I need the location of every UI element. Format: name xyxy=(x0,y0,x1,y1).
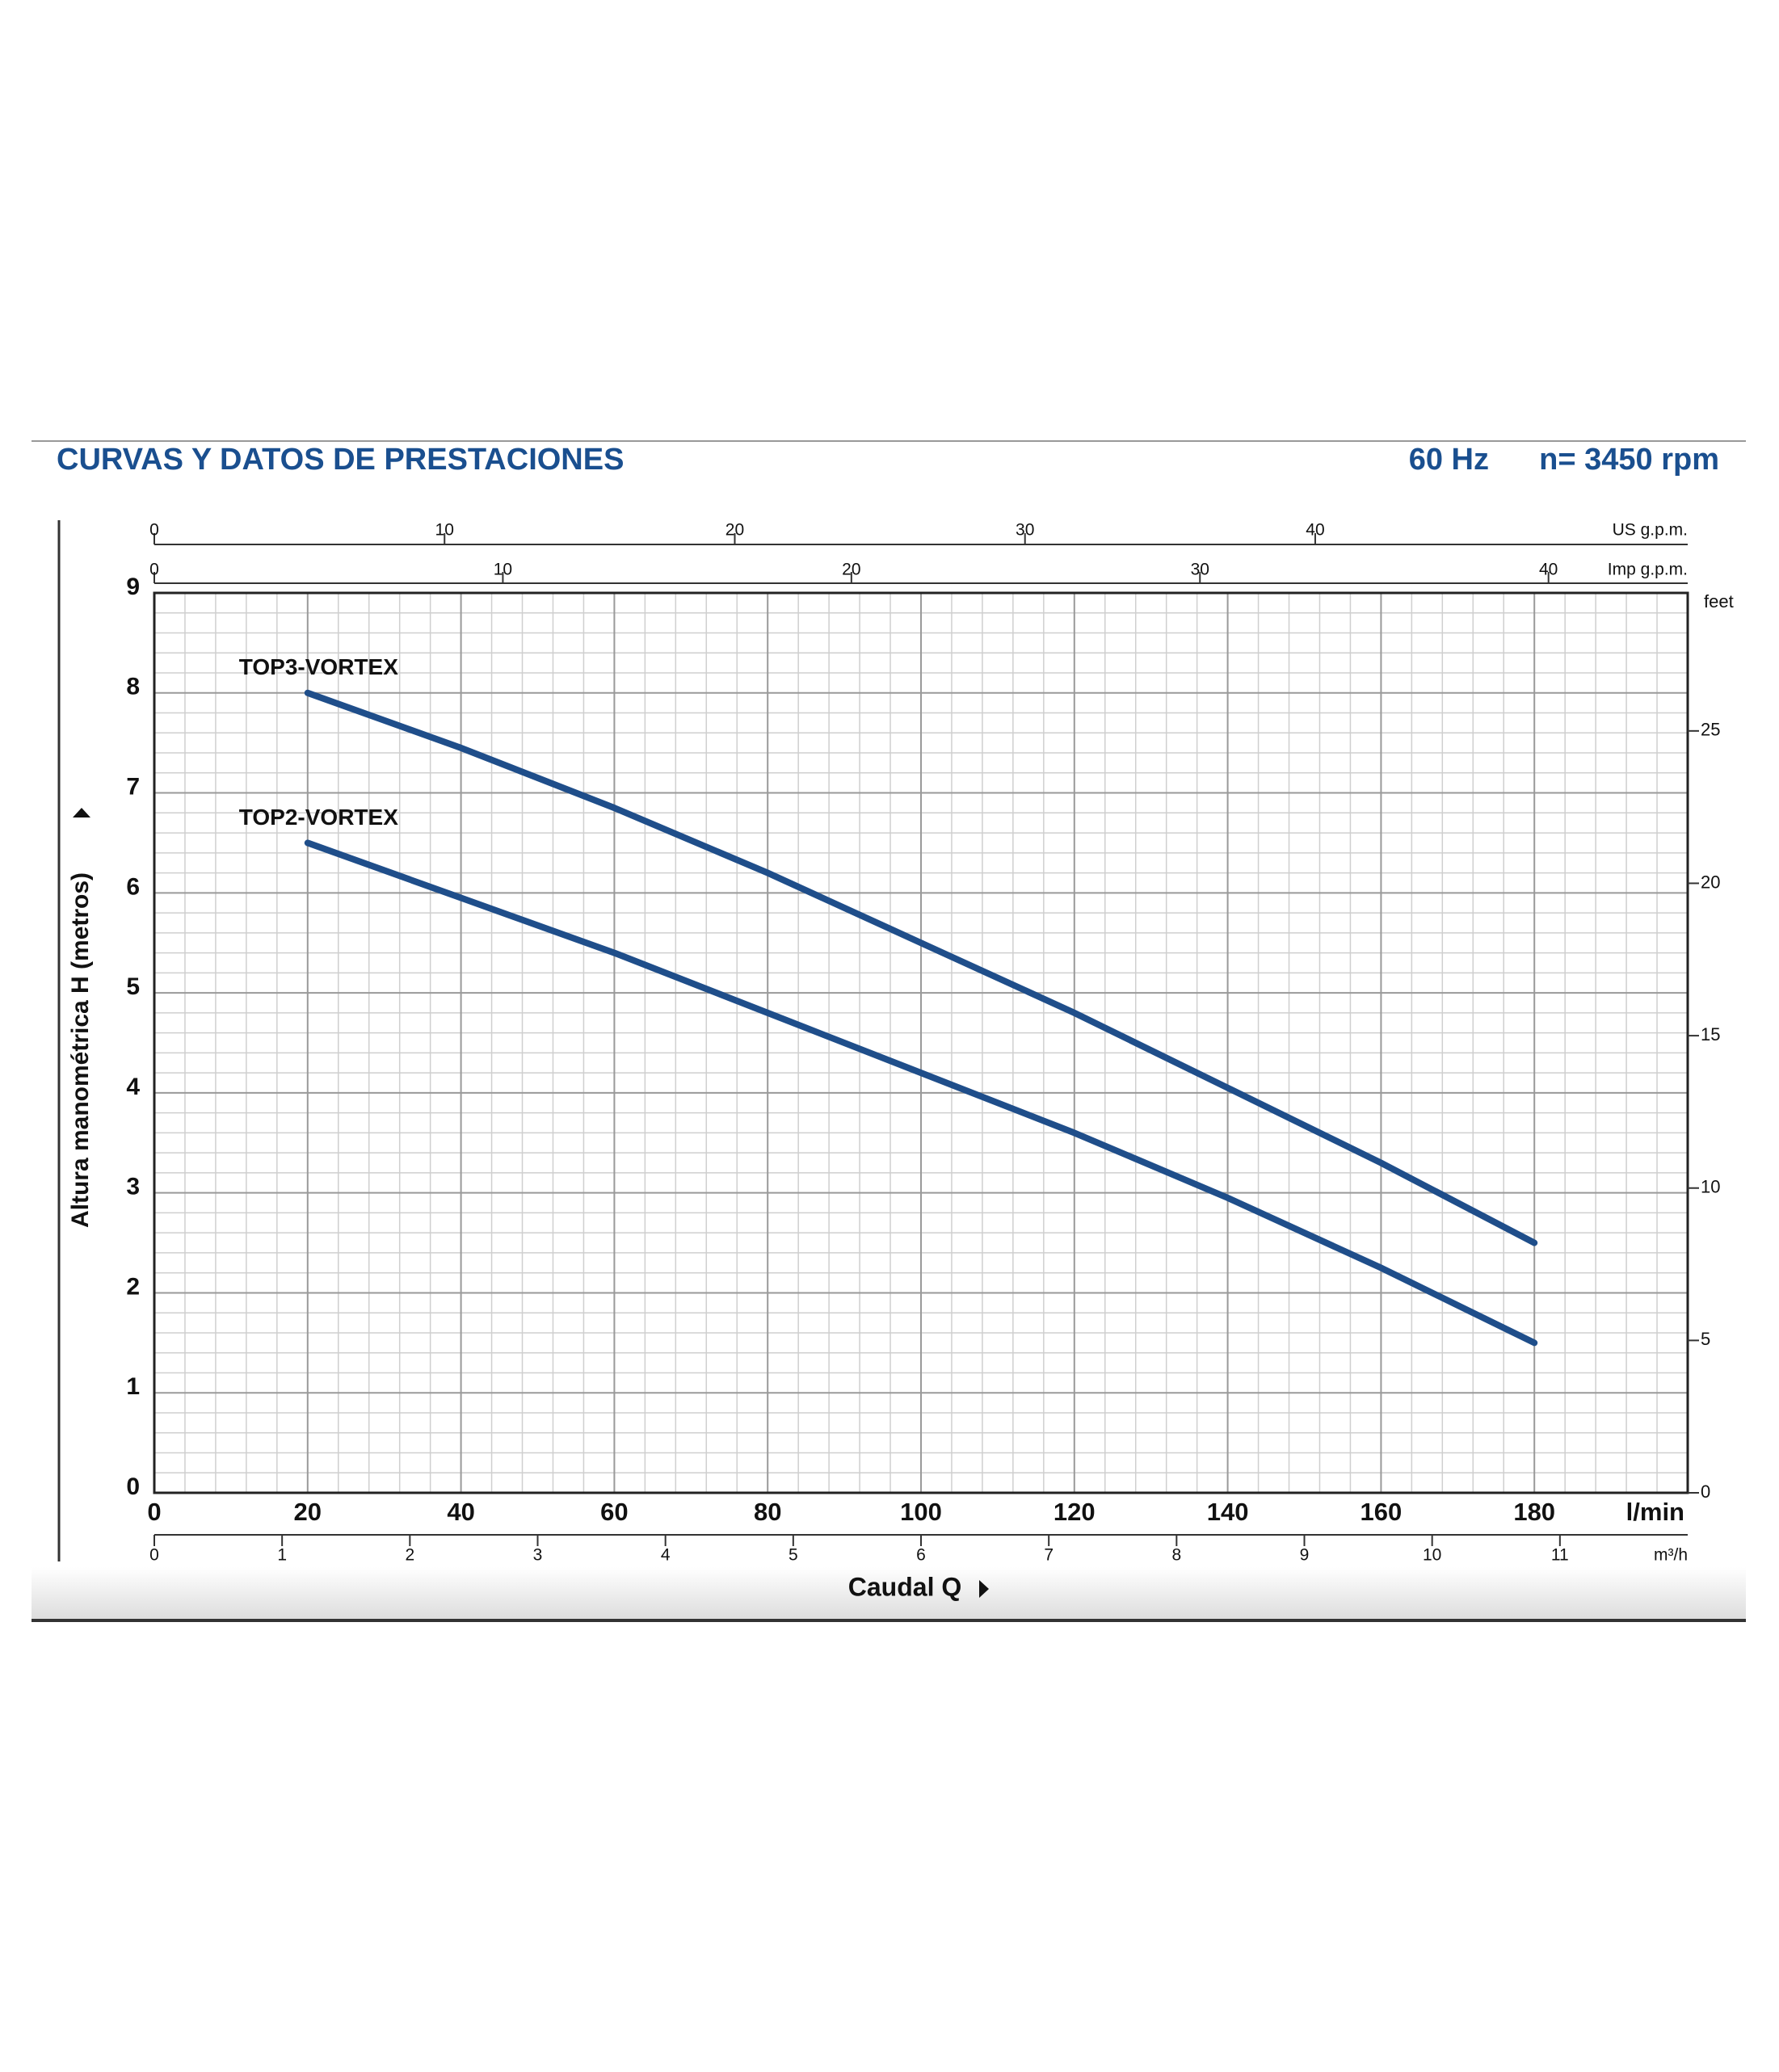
bottom-band xyxy=(32,1567,1746,1620)
secondary-axis-label: m³/h xyxy=(1654,1546,1688,1565)
secondary-tick-label: 40 xyxy=(1306,521,1324,540)
secondary-tick-label: 20 xyxy=(725,521,744,540)
frequency: 60 Hz xyxy=(1409,443,1489,477)
feet-tick-label: 15 xyxy=(1701,1024,1720,1044)
secondary-tick-label: 20 xyxy=(842,561,860,579)
y-tick-label: 5 xyxy=(126,973,140,1000)
series-label: TOP3-VORTEX xyxy=(239,654,398,679)
feet-tick-label: 0 xyxy=(1701,1482,1710,1502)
secondary-tick-label: 0 xyxy=(149,1546,159,1565)
y-arrow xyxy=(73,808,90,817)
feet-tick-label: 5 xyxy=(1701,1329,1710,1349)
feet-tick-label: 10 xyxy=(1701,1177,1720,1197)
y-tick-label: 9 xyxy=(126,574,140,600)
secondary-tick-label: 5 xyxy=(789,1546,798,1565)
y-tick-label: 1 xyxy=(126,1373,140,1400)
chart-title: CURVAS Y DATOS DE PRESTACIONES xyxy=(57,443,624,477)
y-tick-label: 0 xyxy=(126,1473,140,1500)
secondary-axis-label: US g.p.m. xyxy=(1613,521,1688,540)
series-label: TOP2-VORTEX xyxy=(239,805,398,830)
secondary-tick-label: 4 xyxy=(661,1546,671,1565)
secondary-tick-label: 10 xyxy=(494,561,512,579)
secondary-tick-label: 7 xyxy=(1044,1546,1054,1565)
y-tick-label: 3 xyxy=(126,1174,140,1200)
feet-label: feet xyxy=(1704,591,1734,612)
secondary-axis-label: Imp g.p.m. xyxy=(1608,561,1688,579)
secondary-tick-label: 8 xyxy=(1171,1546,1181,1565)
series-line xyxy=(304,689,1538,1246)
x-tick-label: 20 xyxy=(294,1498,322,1526)
x-arrow xyxy=(979,1580,989,1598)
secondary-tick-label: 9 xyxy=(1300,1546,1310,1565)
secondary-tick-label: 6 xyxy=(916,1546,926,1565)
x-axis-label: Caudal Q xyxy=(848,1572,961,1601)
x-tick-label: 100 xyxy=(900,1498,942,1526)
x-tick-label: 180 xyxy=(1513,1498,1555,1526)
y-tick-label: 6 xyxy=(126,873,140,900)
feet-tick-label: 25 xyxy=(1701,720,1720,740)
x-tick-label: 120 xyxy=(1054,1498,1096,1526)
y-axis-label: Altura manométrica H (metros) xyxy=(67,872,94,1228)
y-tick-label: 8 xyxy=(126,674,140,700)
secondary-tick-label: 0 xyxy=(149,521,159,540)
secondary-tick-label: 10 xyxy=(1423,1546,1441,1565)
secondary-tick-label: 30 xyxy=(1191,561,1209,579)
x-tick-label: 40 xyxy=(447,1498,474,1526)
secondary-tick-label: 11 xyxy=(1551,1546,1569,1565)
x-tick-label: 140 xyxy=(1207,1498,1249,1526)
speed: n= 3450 rpm xyxy=(1539,443,1719,477)
plot-frame xyxy=(153,591,1689,1494)
x-tick-label: 60 xyxy=(600,1498,628,1526)
x-tick-label: 80 xyxy=(754,1498,781,1526)
x-tick-label: 160 xyxy=(1361,1498,1403,1526)
secondary-tick-label: 2 xyxy=(405,1546,414,1565)
y-tick-label: 4 xyxy=(126,1074,140,1100)
secondary-tick-label: 10 xyxy=(435,521,454,540)
secondary-tick-label: 3 xyxy=(533,1546,543,1565)
secondary-tick-label: 1 xyxy=(277,1546,287,1565)
secondary-tick-label: 30 xyxy=(1016,521,1034,540)
x-tick-label: 0 xyxy=(147,1498,161,1526)
y-tick-label: 7 xyxy=(126,773,140,800)
feet-tick-label: 20 xyxy=(1701,872,1720,892)
secondary-tick-label: 40 xyxy=(1539,561,1558,579)
y-tick-label: 2 xyxy=(126,1273,140,1300)
secondary-tick-label: 0 xyxy=(149,561,159,579)
x-tick-label: l/min xyxy=(1626,1498,1684,1526)
series-line xyxy=(304,839,1538,1347)
